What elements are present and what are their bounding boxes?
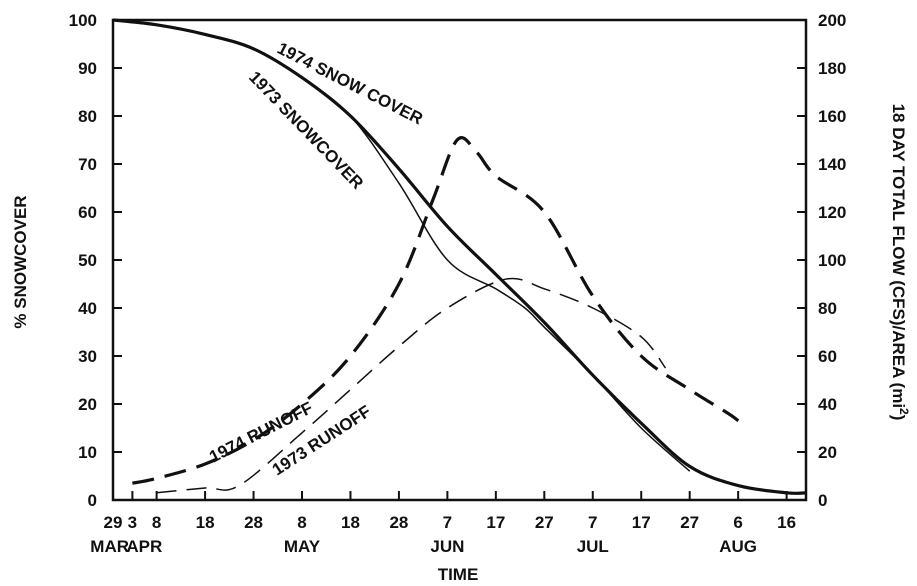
x-month-label: MAY [284,537,321,556]
y-tick-label-left: 0 [88,491,97,510]
y-tick-label-left: 50 [78,251,97,270]
series-line-1974-snow-cover [112,18,807,495]
series-line-1973-runoff [156,277,667,494]
x-month-label: JUN [430,537,464,556]
x-tick-label: 18 [196,513,215,532]
x-tick-label: 29 [104,513,123,532]
series-group [112,18,807,495]
y-tick-label-left: 90 [78,59,97,78]
y-tick-label-right: 100 [818,251,846,270]
x-tick-label: 3 [128,513,137,532]
y-tick-label-right: 60 [818,347,837,366]
y-axis-title-left: % SNOWCOVER [11,195,30,328]
x-tick-label: 27 [535,513,554,532]
y-tick-label-right: 80 [818,299,837,318]
y-tick-label-right: 40 [818,395,837,414]
x-tick-label: 28 [244,513,263,532]
y-tick-label-left: 20 [78,395,97,414]
y-tick-label-left: 10 [78,443,97,462]
y-tick-label-right: 140 [818,155,846,174]
y-tick-label-left: 30 [78,347,97,366]
y-axis-title-right-close: ) [889,415,908,421]
x-month-label: JUL [577,537,609,556]
y-axis-title-right-sup: 2 [897,408,911,415]
x-month-label: AUG [719,537,757,556]
series-line-1974-runoff [132,136,740,485]
series-line-1973-snowcover [112,19,691,472]
x-tick-label: 8 [297,513,306,532]
x-tick-label: 18 [341,513,360,532]
x-tick-label: 17 [486,513,505,532]
y-axis-title-right: 18 DAY TOTAL FLOW (CFS)/AREA (mi2) [889,104,911,421]
y-tick-label-right: 20 [818,443,837,462]
y-axis-right: 0 20 40 60 80 100 120 140 160 180 200 [797,11,846,510]
y-tick-label-right: 0 [818,491,827,510]
annotations: 1974 SNOW COVER 1973 SNOWCOVER 1974 RUNO… [206,39,426,480]
y-tick-label-right: 180 [818,59,846,78]
x-tick-label: 7 [443,513,452,532]
y-tick-label-left: 60 [78,203,97,222]
plot-border [111,18,808,502]
x-month-label: MAR [90,537,129,556]
y-tick-label-left: 100 [69,11,97,30]
y-tick-label-left: 80 [78,107,97,126]
x-tick-label: 6 [733,513,742,532]
y-tick-label-left: 40 [78,299,97,318]
y-tick-label-right: 120 [818,203,846,222]
x-tick-label: 7 [588,513,597,532]
x-month-label: APR [126,537,162,556]
y-tick-label-right: 200 [818,11,846,30]
y-axis-left: 0 10 20 30 40 50 60 70 80 90 100 [69,11,122,510]
x-tick-label: 17 [632,513,651,532]
x-tick-label: 28 [389,513,408,532]
x-tick-label: 8 [152,513,161,532]
plot-frame [111,18,808,502]
y-tick-label-left: 70 [78,155,97,174]
y-tick-label-right: 160 [818,107,846,126]
x-tick-label: 16 [777,513,796,532]
x-axis-title: TIME [438,565,479,584]
y-axis-title-right-text: 18 DAY TOTAL FLOW (CFS)/AREA (mi [889,104,908,408]
x-tick-label: 27 [680,513,699,532]
